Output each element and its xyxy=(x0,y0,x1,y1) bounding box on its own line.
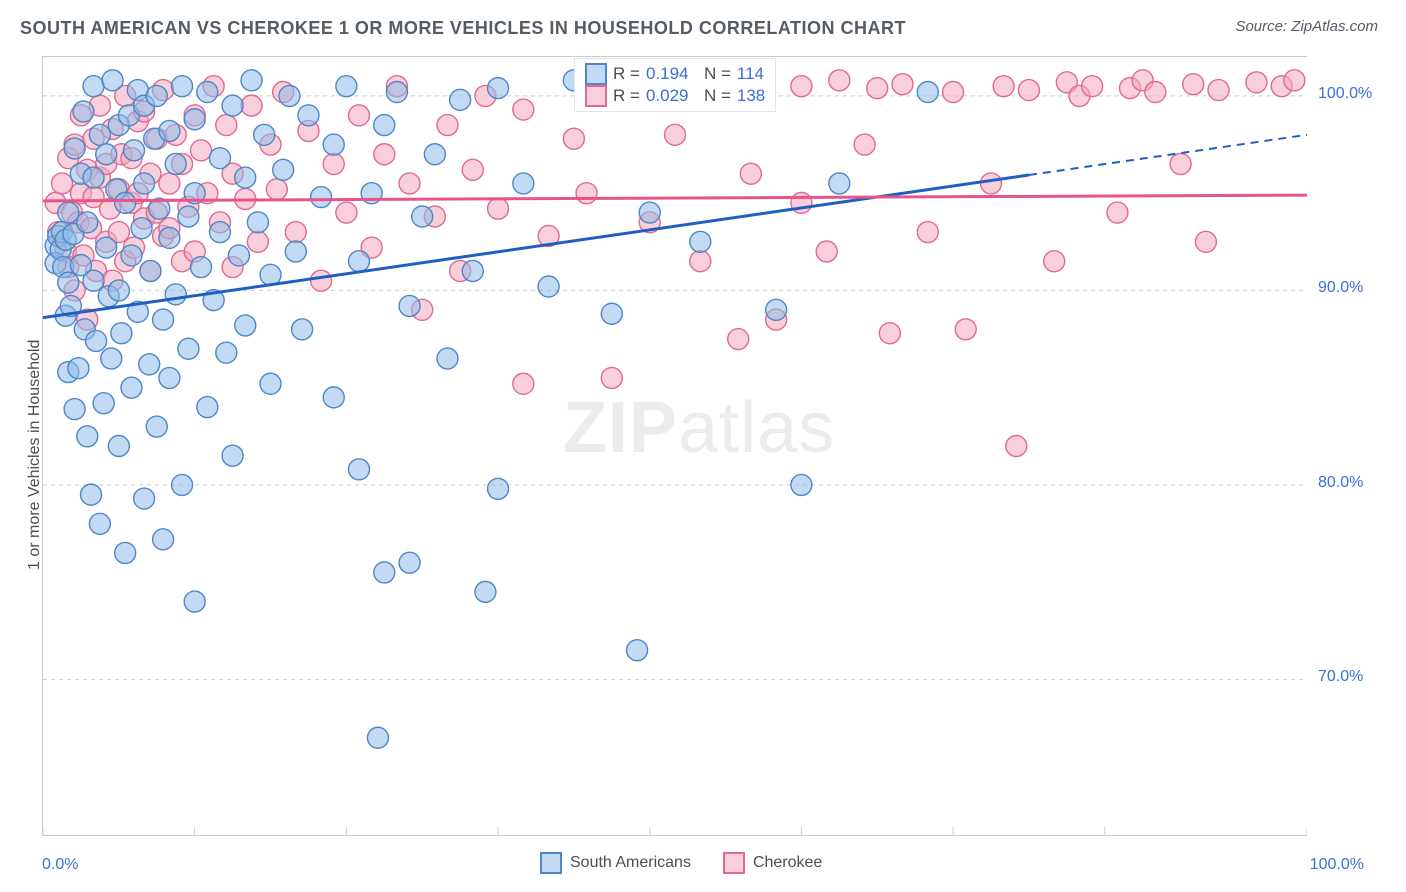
y-tick-label: 100.0% xyxy=(1318,85,1372,103)
legend-row-ch: R = 0.029 N = 138 xyxy=(585,85,765,107)
x-tick-last: 100.0% xyxy=(1310,856,1364,874)
source-label: Source: ZipAtlas.com xyxy=(1235,18,1378,35)
y-axis-title: 1 or more Vehicles in Household xyxy=(26,340,44,570)
legend-item-ch: Cherokee xyxy=(723,852,822,874)
legend-item-sa: South Americans xyxy=(540,852,691,874)
y-tick-label: 70.0% xyxy=(1318,668,1363,686)
scatter-svg xyxy=(43,57,1307,835)
x-tick-first: 0.0% xyxy=(42,856,78,874)
legend-swatch-sa xyxy=(585,63,607,85)
series-legend: South Americans Cherokee xyxy=(540,852,822,874)
legend-swatch-ch-bottom xyxy=(723,852,745,874)
chart-title: SOUTH AMERICAN VS CHEROKEE 1 OR MORE VEH… xyxy=(20,18,906,39)
legend-swatch-sa-bottom xyxy=(540,852,562,874)
correlation-legend: R = 0.194 N = 114 R = 0.029 N = 138 xyxy=(574,58,776,112)
y-tick-label: 80.0% xyxy=(1318,474,1363,492)
y-tick-label: 90.0% xyxy=(1318,279,1363,297)
legend-swatch-ch xyxy=(585,85,607,107)
plot-area: ZIPatlas xyxy=(42,56,1307,836)
legend-row-sa: R = 0.194 N = 114 xyxy=(585,63,765,85)
